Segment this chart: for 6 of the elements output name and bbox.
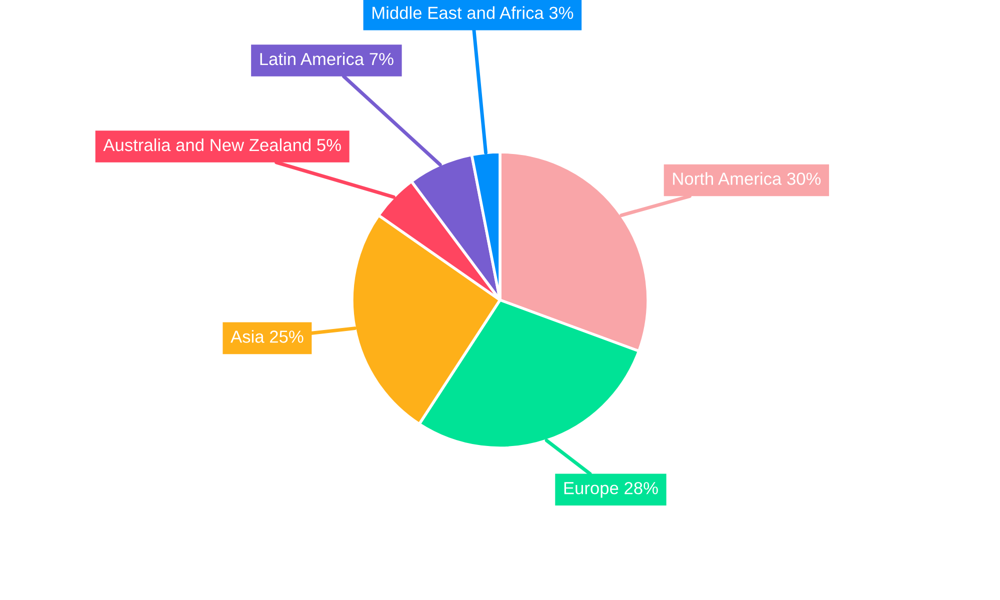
slice-label: Europe 28% <box>564 482 658 498</box>
slice-label: Latin America 7% <box>260 52 394 66</box>
slice-label: Middle East and Africa 3% <box>372 6 574 20</box>
slice-label: North America 30% <box>673 172 821 185</box>
slice-label: Australia and New Zealand 5% <box>103 138 341 152</box>
slice-label: Asia 25% <box>230 330 304 343</box>
